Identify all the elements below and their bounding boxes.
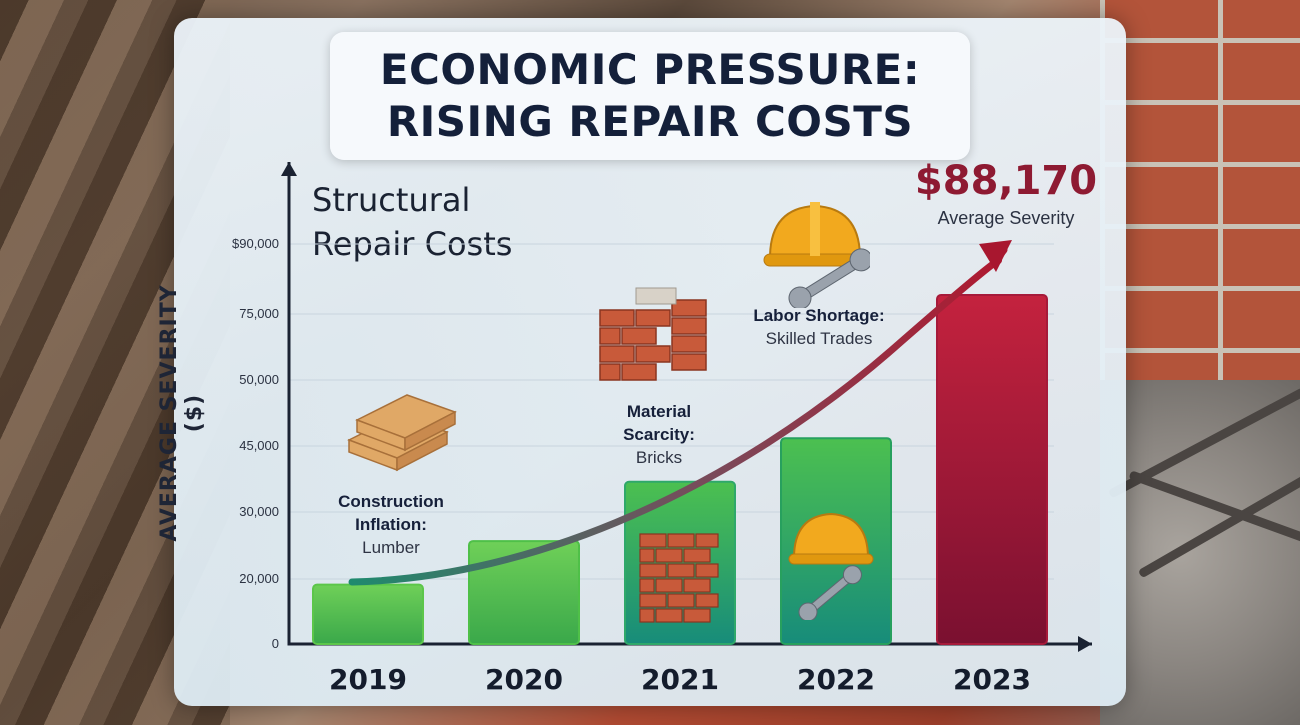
brick-wall-icon [639,533,719,623]
annotation-construction: Construction Inflation: Lumber [316,490,466,559]
callout-label: Average Severity [937,208,1075,228]
x-tick-label: 2022 [797,663,875,696]
subtitle-line-1: Structural [312,181,471,219]
y-tick-label: 20,000 [239,571,279,586]
annotation-material-bold: Material Scarcity: [623,402,695,444]
x-axis-arrow [1078,636,1092,652]
hardhat-wrench-icon [763,202,870,308]
concrete-background [1100,380,1300,725]
x-tick-label: 2023 [953,663,1031,696]
annotation-material: Material Scarcity: Bricks [594,400,724,469]
bar-2023 [936,294,1048,645]
annotation-material-regular: Bricks [635,448,683,467]
bar-2019 [312,583,424,646]
y-tick-label: 30,000 [239,504,279,519]
y-axis-arrow [281,162,297,176]
annotation-labor-bold: Labor Shortage: [753,306,885,325]
annotation-construction-bold: Construction Inflation: [338,492,444,534]
annotation-labor-regular: Skilled Trades [765,329,873,348]
y-tick-label: 0 [271,636,279,651]
lumber-icon [347,394,457,472]
brick-corner-icon [599,287,707,381]
hardhat-wrench-small-icon [788,512,874,620]
title-line-1: ECONOMIC PRESSURE: [379,45,921,94]
title-line-2: RISING REPAIR COSTS [386,97,914,146]
bar-2020 [468,540,580,645]
chart-panel: ECONOMIC PRESSURE: RISING REPAIR COSTS S… [157,18,1126,706]
annotation-labor: Labor Shortage: Skilled Trades [729,304,909,350]
y-tick-label: $90,000 [232,236,279,251]
callout-value: $88,170 [914,158,1098,204]
x-tick-label: 2019 [329,663,407,696]
y-tick-label: 50,000 [239,372,279,387]
y-tick-label: 75,000 [239,306,279,321]
y-tick-label: 45,000 [239,438,279,453]
trend-arrow-head [979,240,1012,272]
x-tick-label: 2021 [641,663,719,696]
x-tick-label: 2020 [485,663,563,696]
annotation-construction-regular: Lumber [362,538,420,557]
title-box: ECONOMIC PRESSURE: RISING REPAIR COSTS [330,32,970,160]
